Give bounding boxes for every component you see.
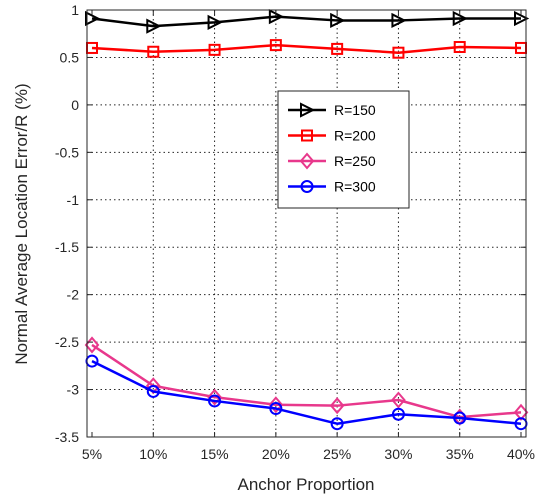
x-tick-label: 20% [262,446,290,462]
data-point [269,39,282,52]
data-point [207,14,223,30]
legend-entry: R=250 [288,152,376,170]
data-point [269,402,283,416]
data-point [514,10,530,27]
series-line [91,15,521,28]
y-tick-label: -3.5 [55,429,79,445]
x-tick-label: 15% [201,446,229,462]
x-tick-label: 30% [384,446,412,462]
x-tick-labels: 5% 10% 15% 20% 25% 30% 35% 40% [82,446,535,462]
y-tick-label: -0.5 [55,144,79,160]
series-group [84,9,530,431]
data-point [145,377,161,395]
data-point [329,397,345,415]
x-tick-label: 10% [139,446,167,462]
legend-entry: R=200 [288,128,376,144]
legend-entry: R=150 [288,102,376,118]
legend-label: R=150 [334,102,376,118]
y-tick-label: 0.5 [60,49,80,65]
data-point [207,388,222,406]
data-point [85,10,101,27]
data-point [208,394,222,408]
data-point [84,336,100,354]
data-point [268,396,284,414]
data-point [146,18,162,34]
legend-entry: R=300 [288,179,376,195]
legend-label: R=300 [334,179,376,195]
x-tick-label: 40% [507,446,535,462]
data-point [330,417,344,431]
x-tick-label: 25% [323,446,351,462]
y-axis-title: Normal Average Location Error/R (%) [12,83,31,364]
data-point [208,43,221,56]
y-tick-label: -1.5 [55,239,79,255]
y-tick-label: -2 [67,287,80,303]
series-line [91,43,522,54]
series-line [91,359,522,425]
series-r-150 [85,9,530,34]
x-tick-label: 5% [82,446,102,462]
data-point [391,407,405,421]
plot-background [87,10,526,437]
data-point [453,41,466,54]
data-point [391,12,407,29]
data-point [391,391,406,409]
legend-marker [300,102,316,118]
data-point [146,384,160,398]
plot-frame [86,9,527,438]
x-tick-label: 35% [446,446,474,462]
data-point [452,10,468,27]
x-axis-title: Anchor Proportion [237,475,374,494]
y-tick-label: -2.5 [55,334,79,350]
legend-marker [299,152,315,170]
legend-label: R=250 [334,153,376,169]
axis-ticks [87,9,526,438]
legend-marker [300,180,314,193]
grid [87,10,526,437]
data-point [513,403,529,421]
legend-marker [301,129,313,142]
legend-label: R=200 [334,128,376,144]
legend: R=150 R=200 R=250 R=300 [277,90,410,209]
data-point [147,45,160,58]
y-tick-label: -3 [67,382,80,398]
y-tick-label: 0 [71,97,79,113]
data-point [392,46,405,59]
y-tick-label: -1 [67,192,80,208]
y-tick-labels: 1 0.5 0 -0.5 -1 -1.5 -2 -2.5 -3 -3.5 [55,2,79,445]
data-point [330,12,346,29]
series-line [91,343,522,419]
data-point [331,42,344,55]
y-tick-label: 1 [71,2,79,18]
data-point [453,411,467,425]
